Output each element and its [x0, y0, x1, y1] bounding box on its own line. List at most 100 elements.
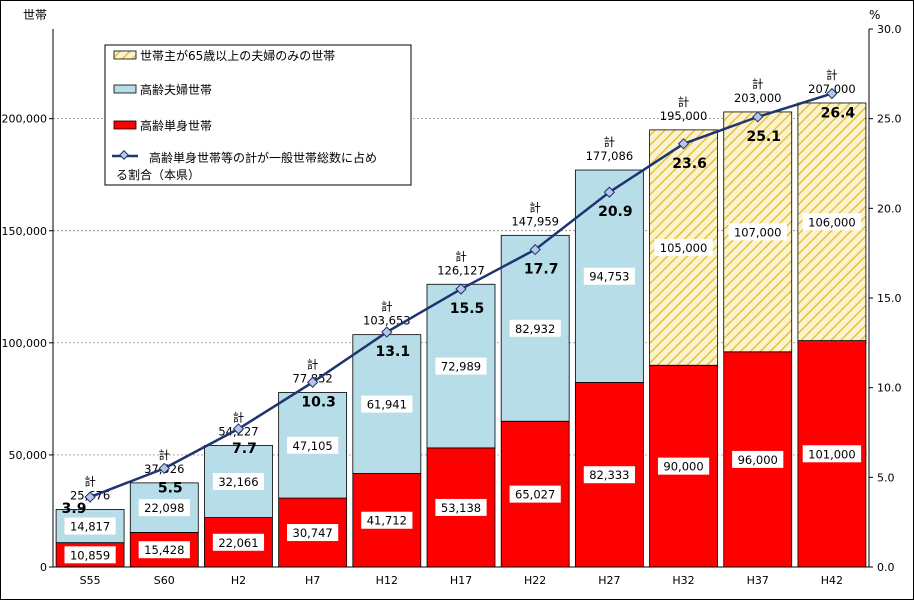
y-right-tick-label: 15.0	[877, 292, 902, 305]
label-single-box	[138, 541, 190, 559]
legend-label-couple: 高齢夫婦世帯	[140, 82, 212, 97]
legend-label-single: 高齢単身世帯	[140, 118, 212, 133]
total-prefix: 計	[678, 95, 690, 109]
x-tick-label: H37	[747, 574, 769, 587]
y-left-unit-label: 世帯	[23, 8, 47, 22]
total-label: 177,086	[586, 149, 634, 163]
total-prefix: 計	[84, 474, 96, 488]
label-couple: 47,105	[293, 439, 333, 453]
label-couple-box	[361, 395, 413, 413]
total-prefix: 計	[604, 135, 616, 149]
label-single-box	[657, 457, 710, 475]
ratio-point	[752, 111, 764, 123]
y-right-tick-label: 10.0	[877, 382, 902, 395]
total-prefix: 計	[233, 410, 245, 424]
x-tick-label: H17	[450, 574, 472, 587]
label-single: 101,000	[808, 447, 856, 461]
label-single-box	[64, 546, 116, 564]
ratio-value-label: 3.9	[62, 501, 87, 517]
label-single: 22,061	[218, 536, 258, 550]
y-left-tick-label: 200,000	[2, 113, 48, 126]
label-couple-box	[583, 267, 635, 285]
ratio-value-label: 25.1	[746, 129, 781, 145]
total-label: 103,653	[363, 314, 411, 328]
x-tick-label: H7	[305, 574, 320, 587]
label-projection: 105,000	[660, 241, 708, 255]
x-tick-label: H22	[524, 574, 546, 587]
label-projection-box	[728, 223, 787, 241]
ratio-point	[84, 491, 96, 503]
label-couple-box	[212, 472, 265, 490]
ratio-value-label: 20.9	[598, 204, 633, 220]
x-tick-label: H32	[672, 574, 694, 587]
x-tick-label: S60	[154, 574, 175, 587]
ratio-value-label: 5.5	[158, 480, 183, 496]
label-single-box	[732, 450, 784, 468]
total-prefix: 計	[752, 77, 764, 91]
y-right-tick-label: 5.0	[877, 471, 895, 484]
y-left-tick-label: 100,000	[2, 337, 48, 350]
ratio-line: 3.9 5.5 7.7 10.3 13.1 15.5 17.7 20.9 23.6 25.1 26.…	[62, 87, 855, 517]
label-projection: 106,000	[808, 215, 856, 229]
label-projection-box	[802, 213, 862, 231]
ratio-value-label: 17.7	[524, 262, 559, 278]
label-single-box	[509, 485, 561, 503]
total-prefix: 計	[455, 249, 467, 263]
label-single: 65,027	[515, 488, 555, 502]
ratio-point	[232, 423, 245, 435]
legend-swatch-hatch	[113, 50, 137, 60]
label-couple: 32,166	[218, 475, 258, 489]
label-single: 30,747	[293, 526, 333, 540]
ratio-value-label: 13.1	[376, 344, 411, 360]
total-prefix: 計	[159, 448, 171, 462]
label-couple: 22,098	[144, 501, 184, 515]
y-right-tick-label: 25.0	[877, 113, 902, 126]
y-right-unit-label: %	[869, 8, 880, 22]
x-tick-label: S55	[80, 574, 101, 587]
ratio-point	[381, 326, 393, 338]
label-single: 15,428	[144, 543, 184, 557]
legend-label-hatch: 世帯主が65歳以上の夫婦のみの世帯	[140, 48, 335, 63]
y-right-tick-label: 0.0	[877, 561, 895, 574]
legend-box	[104, 44, 412, 186]
label-couple-box	[64, 517, 116, 535]
legend-line-marker	[119, 150, 129, 160]
label-couple-box	[435, 357, 487, 375]
total-label: 126,127	[437, 263, 485, 277]
total-prefix: 計	[307, 357, 319, 371]
ratio-value-label: 7.7	[232, 441, 257, 457]
label-single-box	[435, 498, 487, 516]
label-single: 41,712	[367, 514, 407, 528]
legend-swatch-single	[113, 120, 137, 130]
total-prefix: 計	[529, 200, 541, 214]
label-couple: 14,817	[70, 520, 110, 534]
label-couple: 82,932	[515, 322, 555, 336]
label-couple-box	[138, 499, 190, 517]
total-label: 147,959	[511, 214, 559, 228]
label-projection: 107,000	[734, 225, 782, 239]
label-single-box	[802, 445, 862, 463]
y-left-tick-label: 150,000	[2, 225, 48, 238]
ratio-point	[529, 243, 541, 256]
label-single-box	[287, 524, 339, 542]
ratio-point	[455, 283, 467, 295]
label-couple: 94,753	[589, 270, 629, 284]
legend-swatch-couple	[113, 84, 137, 94]
y-right-tick-label: 20.0	[877, 202, 902, 215]
y-left-tick-label: 50,000	[9, 449, 48, 462]
data-labels: 10,85914,817計25,67615,42822,098計37,52622…	[64, 68, 862, 564]
label-single: 53,138	[441, 501, 481, 515]
label-single: 10,859	[70, 548, 110, 562]
label-projection-box	[654, 239, 713, 257]
y-left-tick-label: 0	[40, 561, 47, 574]
x-tick-label: H12	[376, 574, 398, 587]
label-single-box	[583, 466, 635, 484]
ratio-value-label: 23.6	[672, 156, 707, 172]
total-prefix: 計	[381, 300, 393, 314]
total-label: 203,000	[734, 91, 782, 105]
y-right-tick-label: 30.0	[877, 23, 902, 36]
ratio-point	[158, 462, 170, 475]
x-tick-label: H27	[598, 574, 620, 587]
